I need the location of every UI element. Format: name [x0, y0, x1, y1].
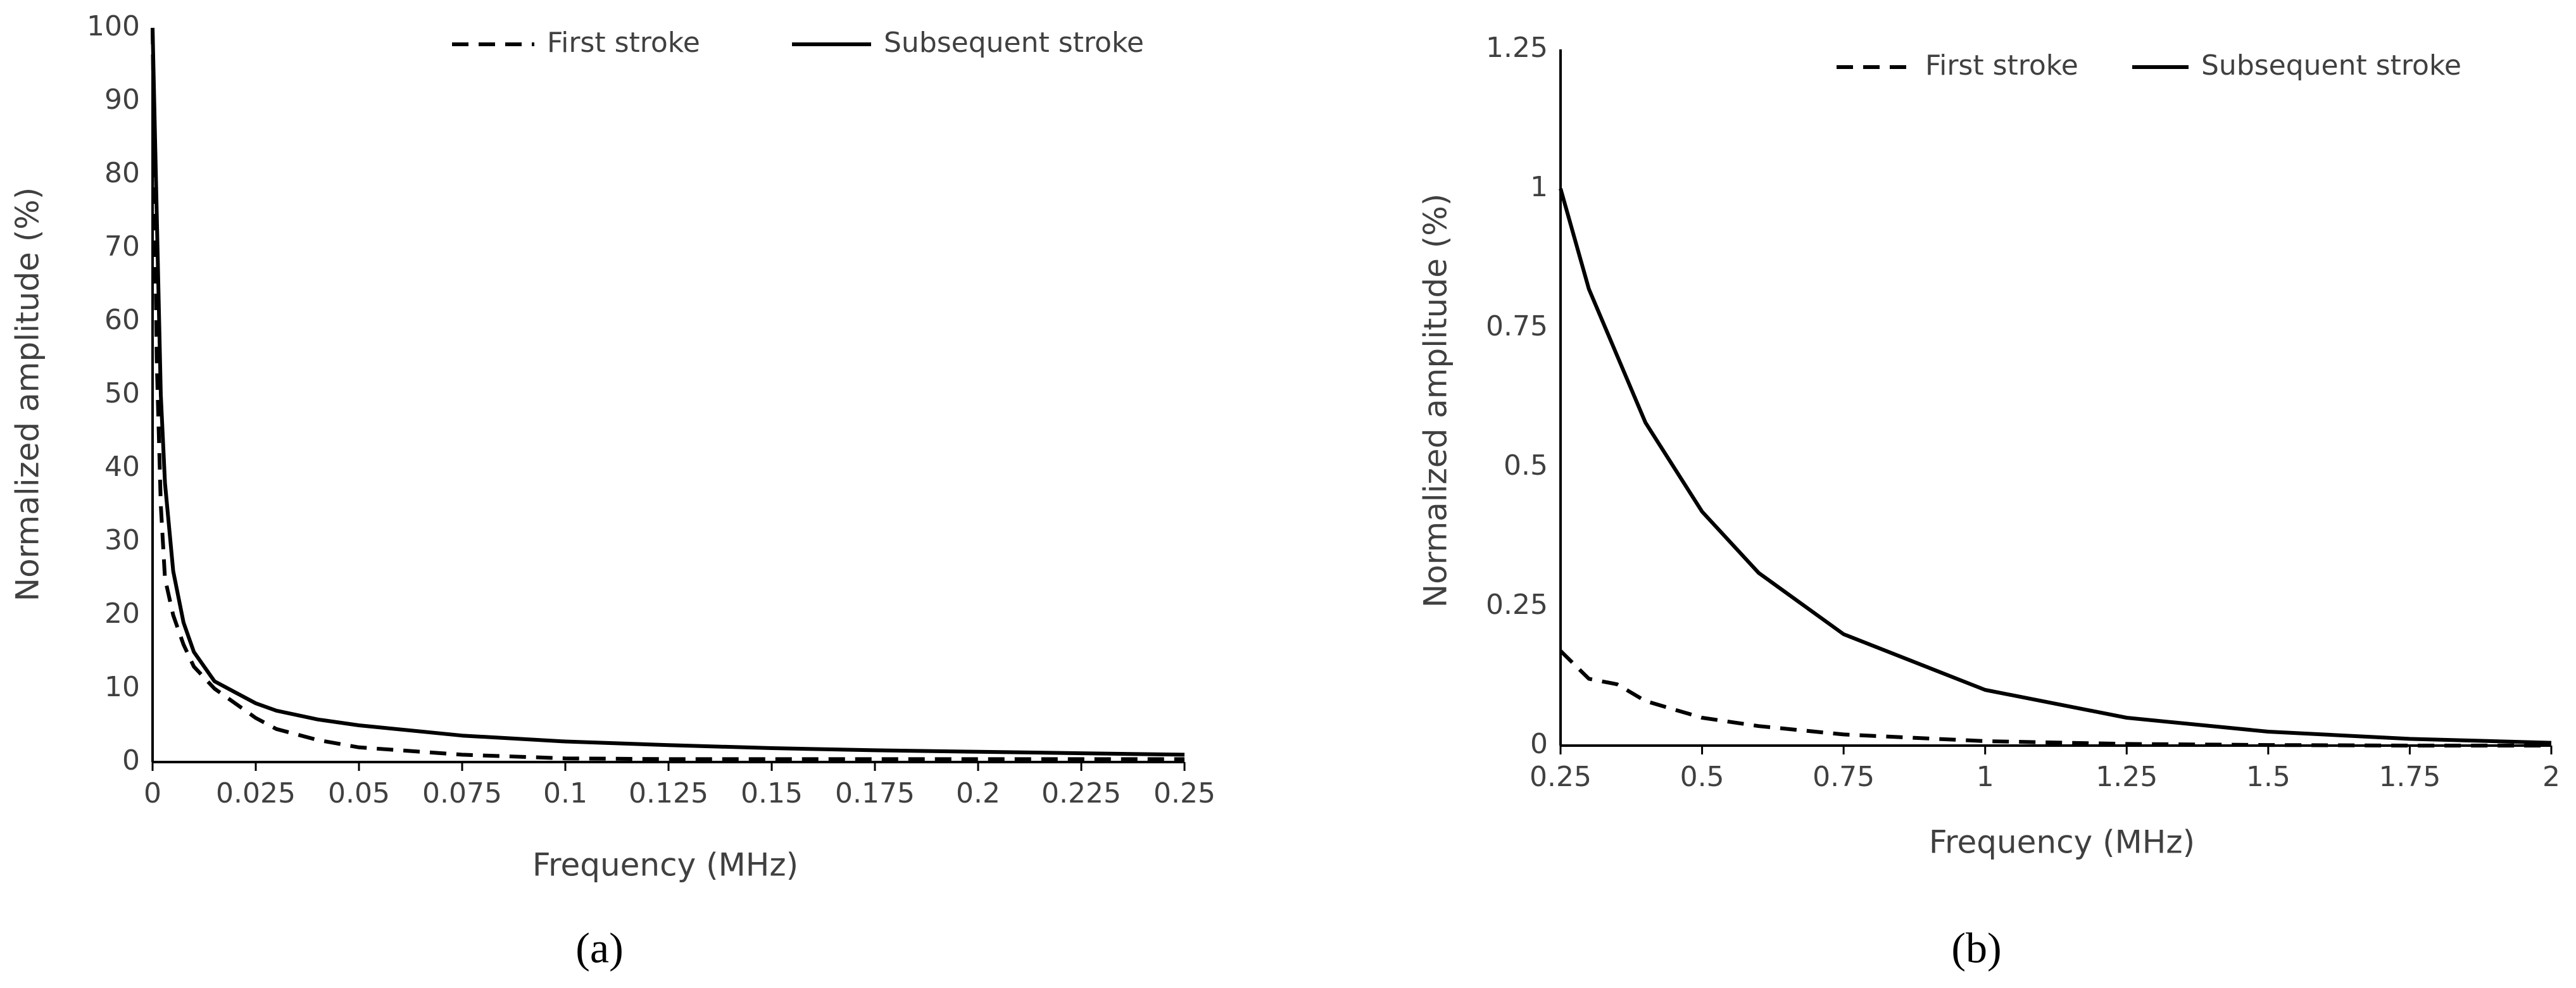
x-tick-label: 0.1: [543, 777, 587, 810]
y-axis-label: Normalized amplitude (%): [9, 187, 46, 602]
x-tick-label: 0.2: [956, 777, 1000, 810]
y-tick-label: 0.75: [1486, 310, 1548, 342]
series-line: [151, 27, 1185, 757]
legend-label: Subsequent stroke: [884, 27, 1144, 59]
x-tick-label: 0.125: [629, 777, 708, 810]
x-tick-label: 0.175: [835, 777, 915, 810]
x-tick-label: 1: [1976, 761, 1994, 793]
y-tick-label: 40: [104, 451, 140, 483]
legend-label: First stroke: [547, 27, 700, 59]
x-tick-label: 0.25: [1153, 777, 1216, 810]
x-tick-label: 0.225: [1041, 777, 1121, 810]
y-tick-label: 1: [1530, 171, 1548, 203]
x-tick-label: 0: [144, 777, 161, 810]
y-tick-label: 100: [87, 10, 140, 42]
series-line: [151, 27, 1184, 761]
y-tick-label: 0.25: [1486, 589, 1548, 621]
caption: (b): [1951, 924, 2001, 972]
legend-label: Subsequent stroke: [2201, 49, 2461, 82]
y-tick-label: 90: [104, 84, 140, 116]
y-tick-label: 80: [104, 157, 140, 189]
y-tick-label: 60: [104, 304, 140, 336]
series-line: [1559, 188, 2552, 745]
y-tick-label: 70: [104, 230, 140, 263]
x-tick-label: 0.025: [216, 777, 296, 810]
y-axis-label: Normalized amplitude (%): [1417, 194, 1454, 608]
y-tick-label: 10: [104, 671, 140, 703]
y-tick-label: 0: [1530, 728, 1548, 760]
x-tick-label: 2: [2542, 761, 2560, 793]
x-tick-label: 1.25: [2095, 761, 2158, 793]
x-tick-label: 1.5: [2246, 761, 2290, 793]
y-tick-label: 0.5: [1504, 449, 1548, 482]
x-tick-label: 0.05: [328, 777, 390, 810]
x-tick-label: 0.75: [1813, 761, 1875, 793]
caption: (a): [575, 924, 623, 972]
x-axis-label: Frequency (MHz): [532, 847, 798, 884]
x-axis-label: Frequency (MHz): [1929, 824, 2195, 861]
y-tick-label: 0: [122, 744, 140, 777]
x-tick-label: 0.15: [741, 777, 803, 810]
x-tick-label: 1.75: [2378, 761, 2441, 793]
x-tick-label: 0.25: [1530, 761, 1592, 793]
x-tick-label: 0.075: [422, 777, 502, 810]
legend-label: First stroke: [1925, 49, 2078, 82]
y-tick-label: 30: [104, 524, 140, 556]
y-tick-label: 1.25: [1486, 32, 1548, 64]
series-line: [1559, 649, 2551, 747]
y-tick-label: 50: [104, 377, 140, 410]
x-tick-label: 0.5: [1680, 761, 1725, 793]
y-tick-label: 20: [104, 597, 140, 630]
